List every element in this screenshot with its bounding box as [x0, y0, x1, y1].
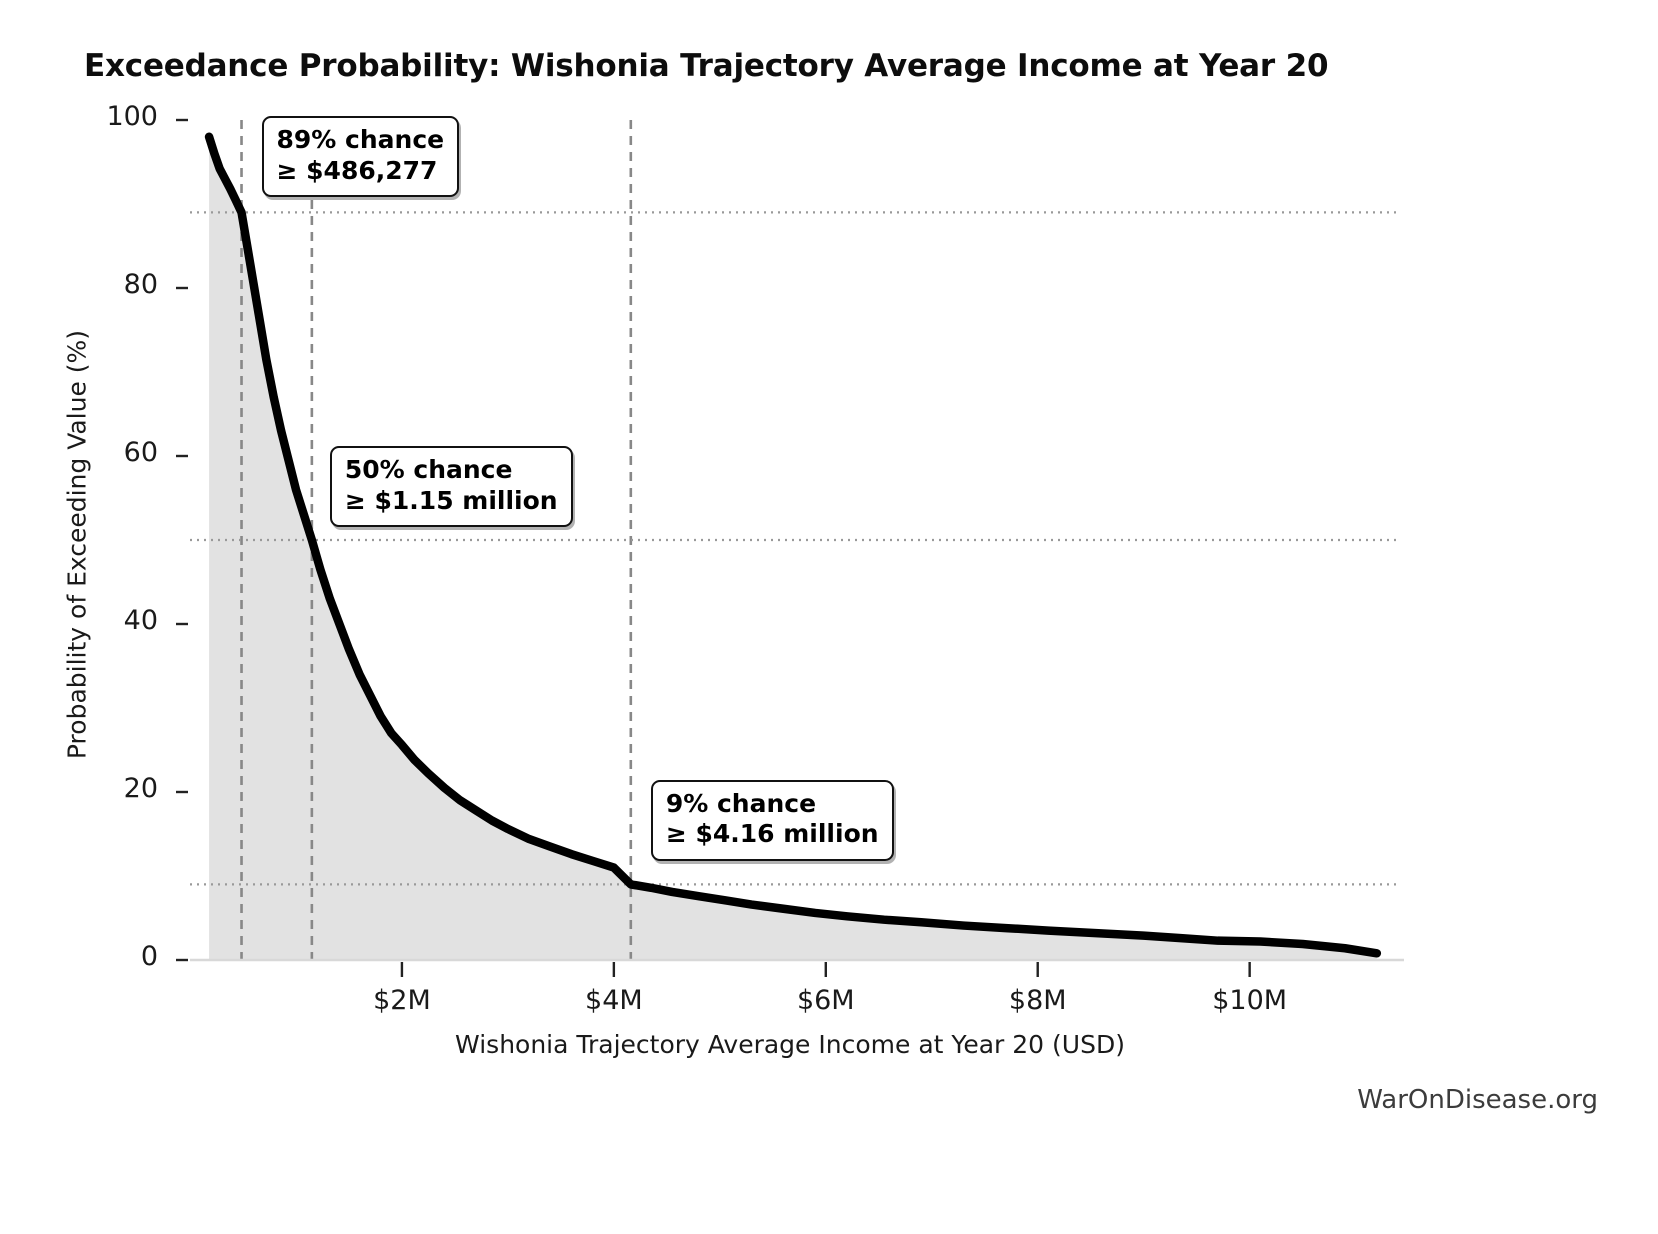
annotation-line-1: 9% chance	[665, 788, 817, 818]
y-axis-label: Probability of Exceeding Value (%)	[62, 329, 92, 760]
annotation-line-2: ≥ $4.16 million	[665, 819, 879, 849]
ytick-label: 100	[106, 101, 158, 132]
xtick-label: $6M	[796, 985, 855, 1016]
ytick-label: 0	[140, 941, 158, 972]
annotation-89-percent: 89% chance ≥ $486,277	[261, 116, 460, 197]
exceedance-curve	[204, 132, 1382, 958]
xtick-label: $4M	[585, 985, 643, 1016]
xtick-label: $2M	[373, 985, 431, 1016]
annotation-line-2: ≥ $486,277	[276, 155, 438, 185]
annotation-line-2: ≥ $1.15 million	[344, 485, 558, 515]
ytick-label: 80	[123, 269, 158, 300]
ytick-label: 40	[123, 605, 158, 636]
chart-title: Exceedance Probability: Wishonia Traject…	[84, 48, 1329, 84]
watermark: WarOnDisease.org	[1357, 1085, 1598, 1115]
ytick-label: 20	[123, 773, 158, 804]
axis-lines-and-ticks	[176, 118, 1404, 977]
ytick-label: 60	[123, 437, 158, 468]
xtick-label: $10M	[1212, 985, 1288, 1016]
x-axis-label: Wishonia Trajectory Average Income at Ye…	[455, 1030, 1125, 1059]
annotation-line-1: 89% chance	[276, 125, 445, 154]
annotation-50-percent: 50% chance ≥ $1.15 million	[329, 446, 573, 527]
xtick-label: $8M	[1008, 985, 1067, 1016]
annotation-line-1: 50% chance	[344, 455, 513, 484]
curve-fill-area	[209, 136, 1377, 961]
annotation-9-percent: 9% chance ≥ $4.16 million	[650, 779, 894, 861]
